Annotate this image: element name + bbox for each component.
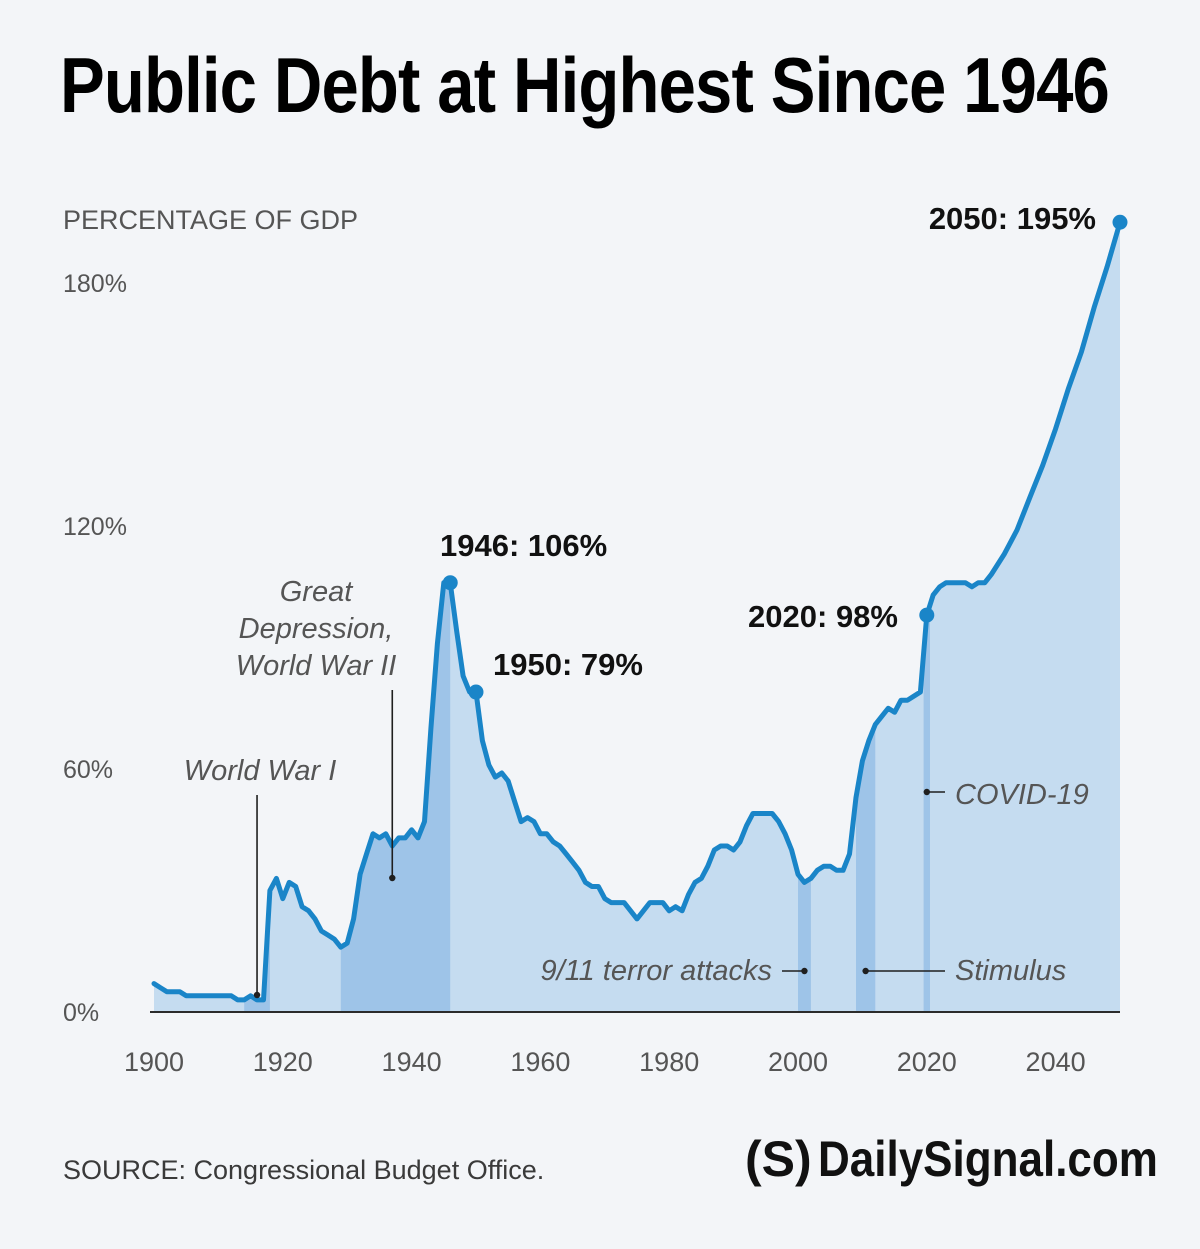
event-label-covid: COVID-19 <box>955 779 1089 811</box>
data-label-1946: 1946: 106% <box>440 528 607 563</box>
x-tick-label: 1920 <box>253 1047 313 1077</box>
x-tick-label: 2020 <box>897 1047 957 1077</box>
event-labels: World War I Great Depression, World War II 9… <box>184 576 1089 999</box>
x-tick-label: 1960 <box>510 1047 570 1077</box>
event-label-great-depression: Great Depression, World War II <box>236 576 397 682</box>
data-label-1950: 1950: 79% <box>493 647 643 682</box>
shaded-periods <box>244 582 930 1012</box>
data-point-marker-2050 <box>1112 214 1128 230</box>
value-callouts: 1946: 106% 1950: 79% 2020: 98% 2050: 195% <box>440 201 1128 700</box>
x-tick-label: 2000 <box>768 1047 828 1077</box>
event-label-stimulus: Stimulus <box>955 955 1066 987</box>
leader-dot-wwi <box>253 991 261 999</box>
data-point-marker-1946 <box>442 575 458 591</box>
leader-dot-911 <box>801 967 808 975</box>
source-note: SOURCE: Congressional Budget Office. <box>63 1155 545 1185</box>
leader-dot-covid <box>923 788 930 796</box>
axes: PERCENTAGE OF GDP 0% 60% 120% 180% 1900 1920 19… <box>63 205 1120 1077</box>
event-label-wwi: World War I <box>184 755 337 787</box>
y-tick-label: 120% <box>63 513 127 541</box>
data-point-marker-2020 <box>919 607 935 623</box>
y-axis-title: PERCENTAGE OF GDP <box>63 205 358 235</box>
data-label-2050: 2050: 195% <box>929 201 1096 236</box>
y-tick-label: 60% <box>63 756 113 784</box>
shaded-period-3 <box>856 724 876 1012</box>
y-tick-label: 0% <box>63 999 99 1027</box>
leader-dot-stimulus <box>862 967 869 975</box>
shaded-period-4 <box>923 605 930 1012</box>
debt-line <box>151 219 1123 1003</box>
logo-text: DailySignal.com <box>817 1131 1158 1187</box>
x-tick-label: 2040 <box>1026 1047 1086 1077</box>
daily-signal-logo: (S) DailySignal.com <box>745 1130 1200 1188</box>
y-tick-label: 180% <box>63 270 127 298</box>
event-label-911: 9/11 terror attacks <box>540 955 772 987</box>
debt-area <box>154 222 1120 1013</box>
x-tick-label: 1980 <box>639 1047 699 1077</box>
x-tick-label: 1900 <box>124 1047 184 1077</box>
data-point-marker-1950 <box>468 684 484 700</box>
chart-title: Public Debt at Highest Since 1946 <box>60 41 1110 129</box>
x-tick-label: 1940 <box>382 1047 442 1077</box>
logo-mark: (S) <box>745 1131 812 1187</box>
leader-dot-great-depression <box>389 874 396 882</box>
data-label-2020: 2020: 98% <box>748 599 898 634</box>
shaded-period-2 <box>798 874 811 1012</box>
shaded-period-1 <box>340 582 451 1012</box>
